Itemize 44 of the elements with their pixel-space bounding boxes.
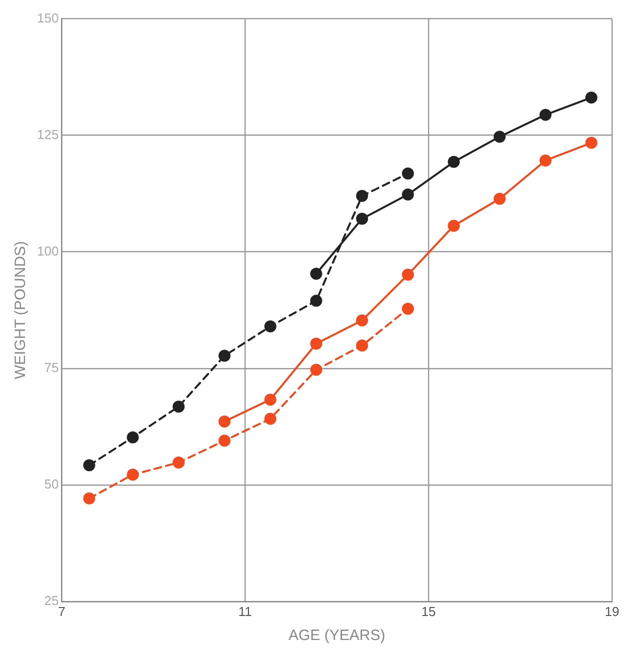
point bbox=[264, 412, 276, 425]
point bbox=[402, 188, 414, 201]
point bbox=[356, 212, 368, 225]
point bbox=[356, 340, 368, 352]
point bbox=[494, 192, 506, 205]
x-tick-label: 11 bbox=[238, 604, 252, 619]
point bbox=[83, 459, 96, 472]
point bbox=[172, 400, 185, 413]
point bbox=[402, 302, 414, 315]
x-tick-label: 15 bbox=[421, 604, 436, 619]
y-tick-label: 75 bbox=[44, 360, 59, 375]
point bbox=[402, 168, 414, 180]
point bbox=[448, 156, 460, 168]
y-tick-label: 125 bbox=[36, 126, 59, 142]
x-axis-title: AGE (YEARS) bbox=[288, 627, 386, 644]
point bbox=[310, 294, 322, 307]
x-tick-label: 19 bbox=[604, 604, 620, 619]
point bbox=[218, 350, 230, 362]
point bbox=[402, 268, 414, 281]
point bbox=[356, 190, 368, 202]
y-tick-label: 150 bbox=[36, 10, 59, 26]
point bbox=[218, 415, 230, 428]
x-tick-label: 7 bbox=[58, 604, 66, 619]
y-tick-label: 50 bbox=[44, 476, 59, 492]
point bbox=[585, 136, 598, 149]
y-axis-title: WEIGHT (POUNDS) bbox=[12, 241, 30, 380]
point bbox=[83, 492, 96, 504]
point bbox=[218, 434, 230, 447]
point bbox=[494, 130, 506, 143]
point bbox=[540, 108, 552, 121]
point bbox=[356, 314, 368, 326]
point bbox=[264, 394, 276, 406]
point bbox=[310, 268, 322, 280]
point bbox=[264, 320, 276, 332]
point bbox=[585, 92, 598, 104]
point bbox=[126, 468, 139, 481]
y-tick-label: 25 bbox=[44, 592, 59, 608]
y-tick-label: 100 bbox=[36, 243, 59, 258]
point bbox=[126, 431, 139, 444]
point bbox=[310, 338, 322, 350]
point bbox=[448, 220, 460, 232]
point bbox=[172, 456, 185, 469]
point bbox=[540, 154, 552, 166]
point bbox=[310, 364, 322, 376]
